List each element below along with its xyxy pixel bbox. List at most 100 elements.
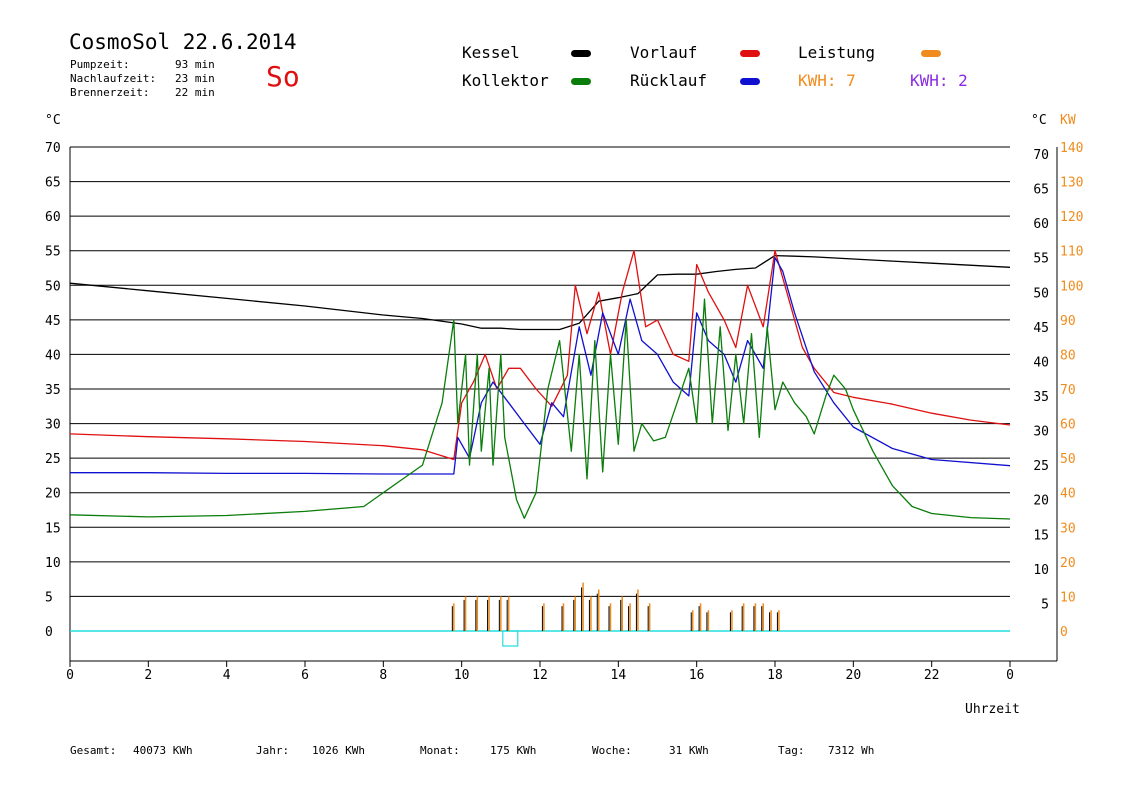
y2-tick-label: 70 xyxy=(1060,383,1076,398)
x-tick-label: 16 xyxy=(689,668,705,683)
x-tick-label: 10 xyxy=(454,668,470,683)
y2-tick-label: 10 xyxy=(1060,590,1076,605)
footer-jahr-label: Jahr: xyxy=(256,744,290,757)
y2-tick-label: 100 xyxy=(1060,279,1083,294)
series-line-kollektor xyxy=(69,298,1011,520)
stat-brennerzeit-label: Brennerzeit: xyxy=(70,86,150,99)
y-tick-label-right: 50 xyxy=(1033,286,1049,301)
legend-kwh-purple: KWH: 2 xyxy=(910,71,968,90)
y-tick-label-right: 65 xyxy=(1033,183,1049,198)
chart-series xyxy=(69,250,1011,647)
footer-woche-value: 31 KWh xyxy=(669,744,709,757)
x-tick-label: 0 xyxy=(1006,668,1014,683)
y-tick-label-left: 50 xyxy=(45,279,61,294)
legend-leistung-label: Leistung xyxy=(798,43,876,62)
legend-kollektor-swatch xyxy=(571,78,591,85)
stat-nachlaufzeit-value: 23 min xyxy=(175,72,215,85)
left-axis-unit: °C xyxy=(45,113,61,128)
legend-kessel-label: Kessel xyxy=(462,43,520,62)
y2-tick-label: 20 xyxy=(1060,556,1076,571)
y2-tick-label: 120 xyxy=(1060,210,1083,225)
y2-tick-label: 140 xyxy=(1060,141,1083,156)
y-tick-label-right: 10 xyxy=(1033,563,1049,578)
y-tick-label-right: 55 xyxy=(1033,252,1049,267)
legend-ruecklauf-label: Rücklauf xyxy=(630,71,708,90)
weekday-label: So xyxy=(266,60,300,93)
right-axis-unit: °C xyxy=(1031,113,1047,128)
y-tick-label-right: 45 xyxy=(1033,321,1049,336)
chart-title: CosmoSol 22.6.2014 xyxy=(69,30,297,54)
footer-jahr-value: 1026 KWh xyxy=(312,744,365,757)
x-axis-label: Uhrzeit xyxy=(965,702,1020,717)
y-tick-label-left: 60 xyxy=(45,210,61,225)
footer-tag-value: 7312 Wh xyxy=(828,744,875,757)
y2-tick-label: 110 xyxy=(1060,245,1083,260)
x-tick-label: 12 xyxy=(532,668,548,683)
legend-kessel-swatch xyxy=(571,50,591,57)
legend-vorlauf-swatch xyxy=(740,50,760,57)
x-tick-label: 22 xyxy=(924,668,940,683)
y2-tick-label: 80 xyxy=(1060,348,1076,363)
series-line-kessel xyxy=(69,254,1011,331)
legend-kwh-orange: KWH: 7 xyxy=(798,71,856,90)
y-tick-label-right: 35 xyxy=(1033,390,1049,405)
y-tick-label-left: 35 xyxy=(45,383,61,398)
y-tick-label-left: 0 xyxy=(45,625,53,640)
x-tick-label: 20 xyxy=(846,668,862,683)
y-tick-label-right: 30 xyxy=(1033,425,1049,440)
x-tick-label: 8 xyxy=(379,668,387,683)
x-tick-label: 18 xyxy=(767,668,783,683)
chart-grid xyxy=(69,146,1058,662)
y2-tick-label: 40 xyxy=(1060,487,1076,502)
legend-kollektor-label: Kollektor xyxy=(462,71,549,90)
y2-tick-label: 50 xyxy=(1060,452,1076,467)
footer-monat-value: 175 KWh xyxy=(490,744,537,757)
y-tick-label-right: 5 xyxy=(1041,597,1049,612)
y2-tick-label: 130 xyxy=(1060,176,1083,191)
footer-gesamt-label: Gesamt: xyxy=(70,744,117,757)
y-tick-label-left: 25 xyxy=(45,452,61,467)
series-line-vorlauf xyxy=(69,250,1011,461)
x-tick-label: 14 xyxy=(611,668,627,683)
y2-tick-label: 60 xyxy=(1060,418,1076,433)
y-tick-label-left: 45 xyxy=(45,314,61,329)
y-tick-label-left: 15 xyxy=(45,521,61,536)
chart-ticks: 0 2 4 6 8 10 12 14 16 18 20 22 005101520253035404550… xyxy=(45,141,1083,683)
y-tick-label-right: 15 xyxy=(1033,528,1049,543)
y-tick-label-left: 55 xyxy=(45,245,61,260)
x-tick-label: 6 xyxy=(301,668,309,683)
right-axis-unit-kw: KW xyxy=(1060,113,1076,128)
y-tick-label-left: 40 xyxy=(45,348,61,363)
y-tick-label-right: 20 xyxy=(1033,494,1049,509)
series-line-rcklauf xyxy=(70,256,1011,475)
y2-tick-label: 90 xyxy=(1060,314,1076,329)
legend-vorlauf-label: Vorlauf xyxy=(630,43,698,62)
y2-tick-label: 0 xyxy=(1060,625,1068,640)
x-tick-label: 0 xyxy=(66,668,74,683)
baseline-marker xyxy=(502,630,519,647)
y-tick-label-left: 5 xyxy=(45,590,53,605)
y-tick-label-left: 20 xyxy=(45,487,61,502)
y2-tick-label: 30 xyxy=(1060,521,1076,536)
y-tick-label-right: 60 xyxy=(1033,217,1049,232)
footer-monat-label: Monat: xyxy=(420,744,460,757)
y-tick-label-left: 65 xyxy=(45,176,61,191)
stat-brennerzeit-value: 22 min xyxy=(175,86,215,99)
y-tick-label-right: 40 xyxy=(1033,355,1049,370)
y-tick-label-left: 30 xyxy=(45,418,61,433)
legend-ruecklauf-swatch xyxy=(740,78,760,85)
y-tick-label-right: 70 xyxy=(1033,148,1049,163)
footer-gesamt-value: 40073 KWh xyxy=(133,744,193,757)
stat-pumpzeit-value: 93 min xyxy=(175,58,215,71)
x-tick-label: 4 xyxy=(223,668,231,683)
footer-tag-label: Tag: xyxy=(778,744,805,757)
y-tick-label-right: 25 xyxy=(1033,459,1049,474)
stat-pumpzeit-label: Pumpzeit: xyxy=(70,58,130,71)
stat-nachlaufzeit-label: Nachlaufzeit: xyxy=(70,72,157,85)
y-tick-label-left: 70 xyxy=(45,141,61,156)
y-tick-label-left: 10 xyxy=(45,556,61,571)
x-tick-label: 2 xyxy=(144,668,152,683)
legend-leistung-swatch xyxy=(921,50,941,57)
footer-woche-label: Woche: xyxy=(592,744,632,757)
